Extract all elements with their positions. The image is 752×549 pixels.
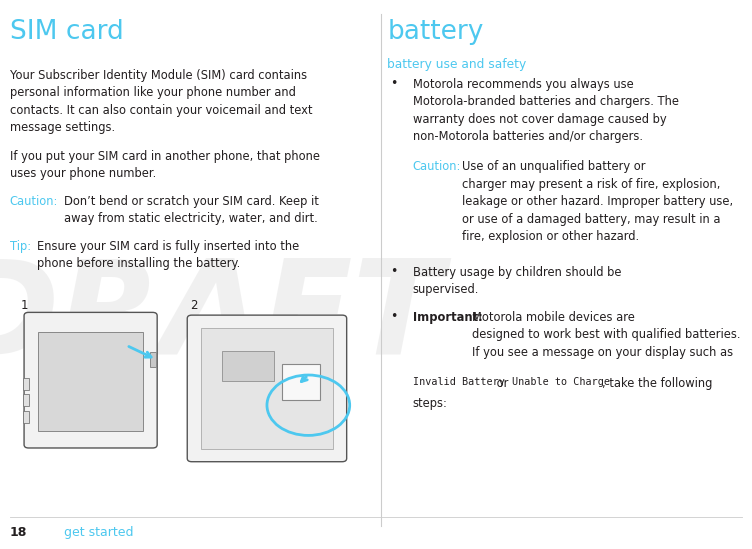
- Text: SIM card: SIM card: [10, 19, 123, 45]
- Bar: [23, 394, 29, 406]
- FancyBboxPatch shape: [187, 315, 347, 462]
- Bar: [23, 411, 29, 423]
- Text: , take the following: , take the following: [602, 377, 713, 390]
- Text: 2: 2: [190, 299, 198, 312]
- Text: •: •: [390, 77, 398, 90]
- Text: Caution:: Caution:: [413, 160, 461, 173]
- Text: •: •: [390, 265, 398, 278]
- Text: Unable to Charge: Unable to Charge: [512, 377, 610, 386]
- Text: Ensure your SIM card is fully inserted into the
phone before installing the batt: Ensure your SIM card is fully inserted i…: [37, 240, 299, 271]
- Text: Important:: Important:: [413, 311, 483, 324]
- Text: Motorola recommends you always use
Motorola-branded batteries and chargers. The
: Motorola recommends you always use Motor…: [413, 78, 679, 143]
- Text: Your Subscriber Identity Module (SIM) card contains
personal information like yo: Your Subscriber Identity Module (SIM) ca…: [10, 69, 312, 134]
- Bar: [38, 332, 143, 431]
- Bar: [222, 351, 274, 382]
- Text: DRAFT: DRAFT: [0, 255, 442, 382]
- Text: 18: 18: [10, 526, 27, 539]
- FancyBboxPatch shape: [24, 312, 157, 448]
- Text: battery use and safety: battery use and safety: [387, 58, 526, 71]
- Text: If you put your SIM card in another phone, that phone
uses your phone number.: If you put your SIM card in another phon…: [10, 150, 320, 181]
- Text: •: •: [390, 310, 398, 323]
- Text: Don’t bend or scratch your SIM card. Keep it
away from static electricity, water: Don’t bend or scratch your SIM card. Kee…: [64, 195, 319, 226]
- Text: Caution:: Caution:: [10, 195, 58, 208]
- Text: get started: get started: [64, 526, 133, 539]
- Text: Use of an unqualified battery or
charger may present a risk of fire, explosion,
: Use of an unqualified battery or charger…: [462, 160, 734, 243]
- Text: Motorola mobile devices are
designed to work best with qualified batteries.
If y: Motorola mobile devices are designed to …: [472, 311, 741, 358]
- Bar: [23, 378, 29, 390]
- Text: Battery usage by children should be
supervised.: Battery usage by children should be supe…: [413, 266, 621, 296]
- Bar: [201, 328, 333, 449]
- Text: or: or: [493, 377, 511, 390]
- Text: Invalid Battery: Invalid Battery: [413, 377, 505, 386]
- Text: steps:: steps:: [413, 397, 447, 411]
- Bar: [282, 364, 320, 400]
- Text: battery: battery: [387, 19, 484, 45]
- Text: 1: 1: [21, 299, 29, 312]
- Bar: [150, 352, 156, 367]
- Text: Tip:: Tip:: [10, 240, 31, 253]
